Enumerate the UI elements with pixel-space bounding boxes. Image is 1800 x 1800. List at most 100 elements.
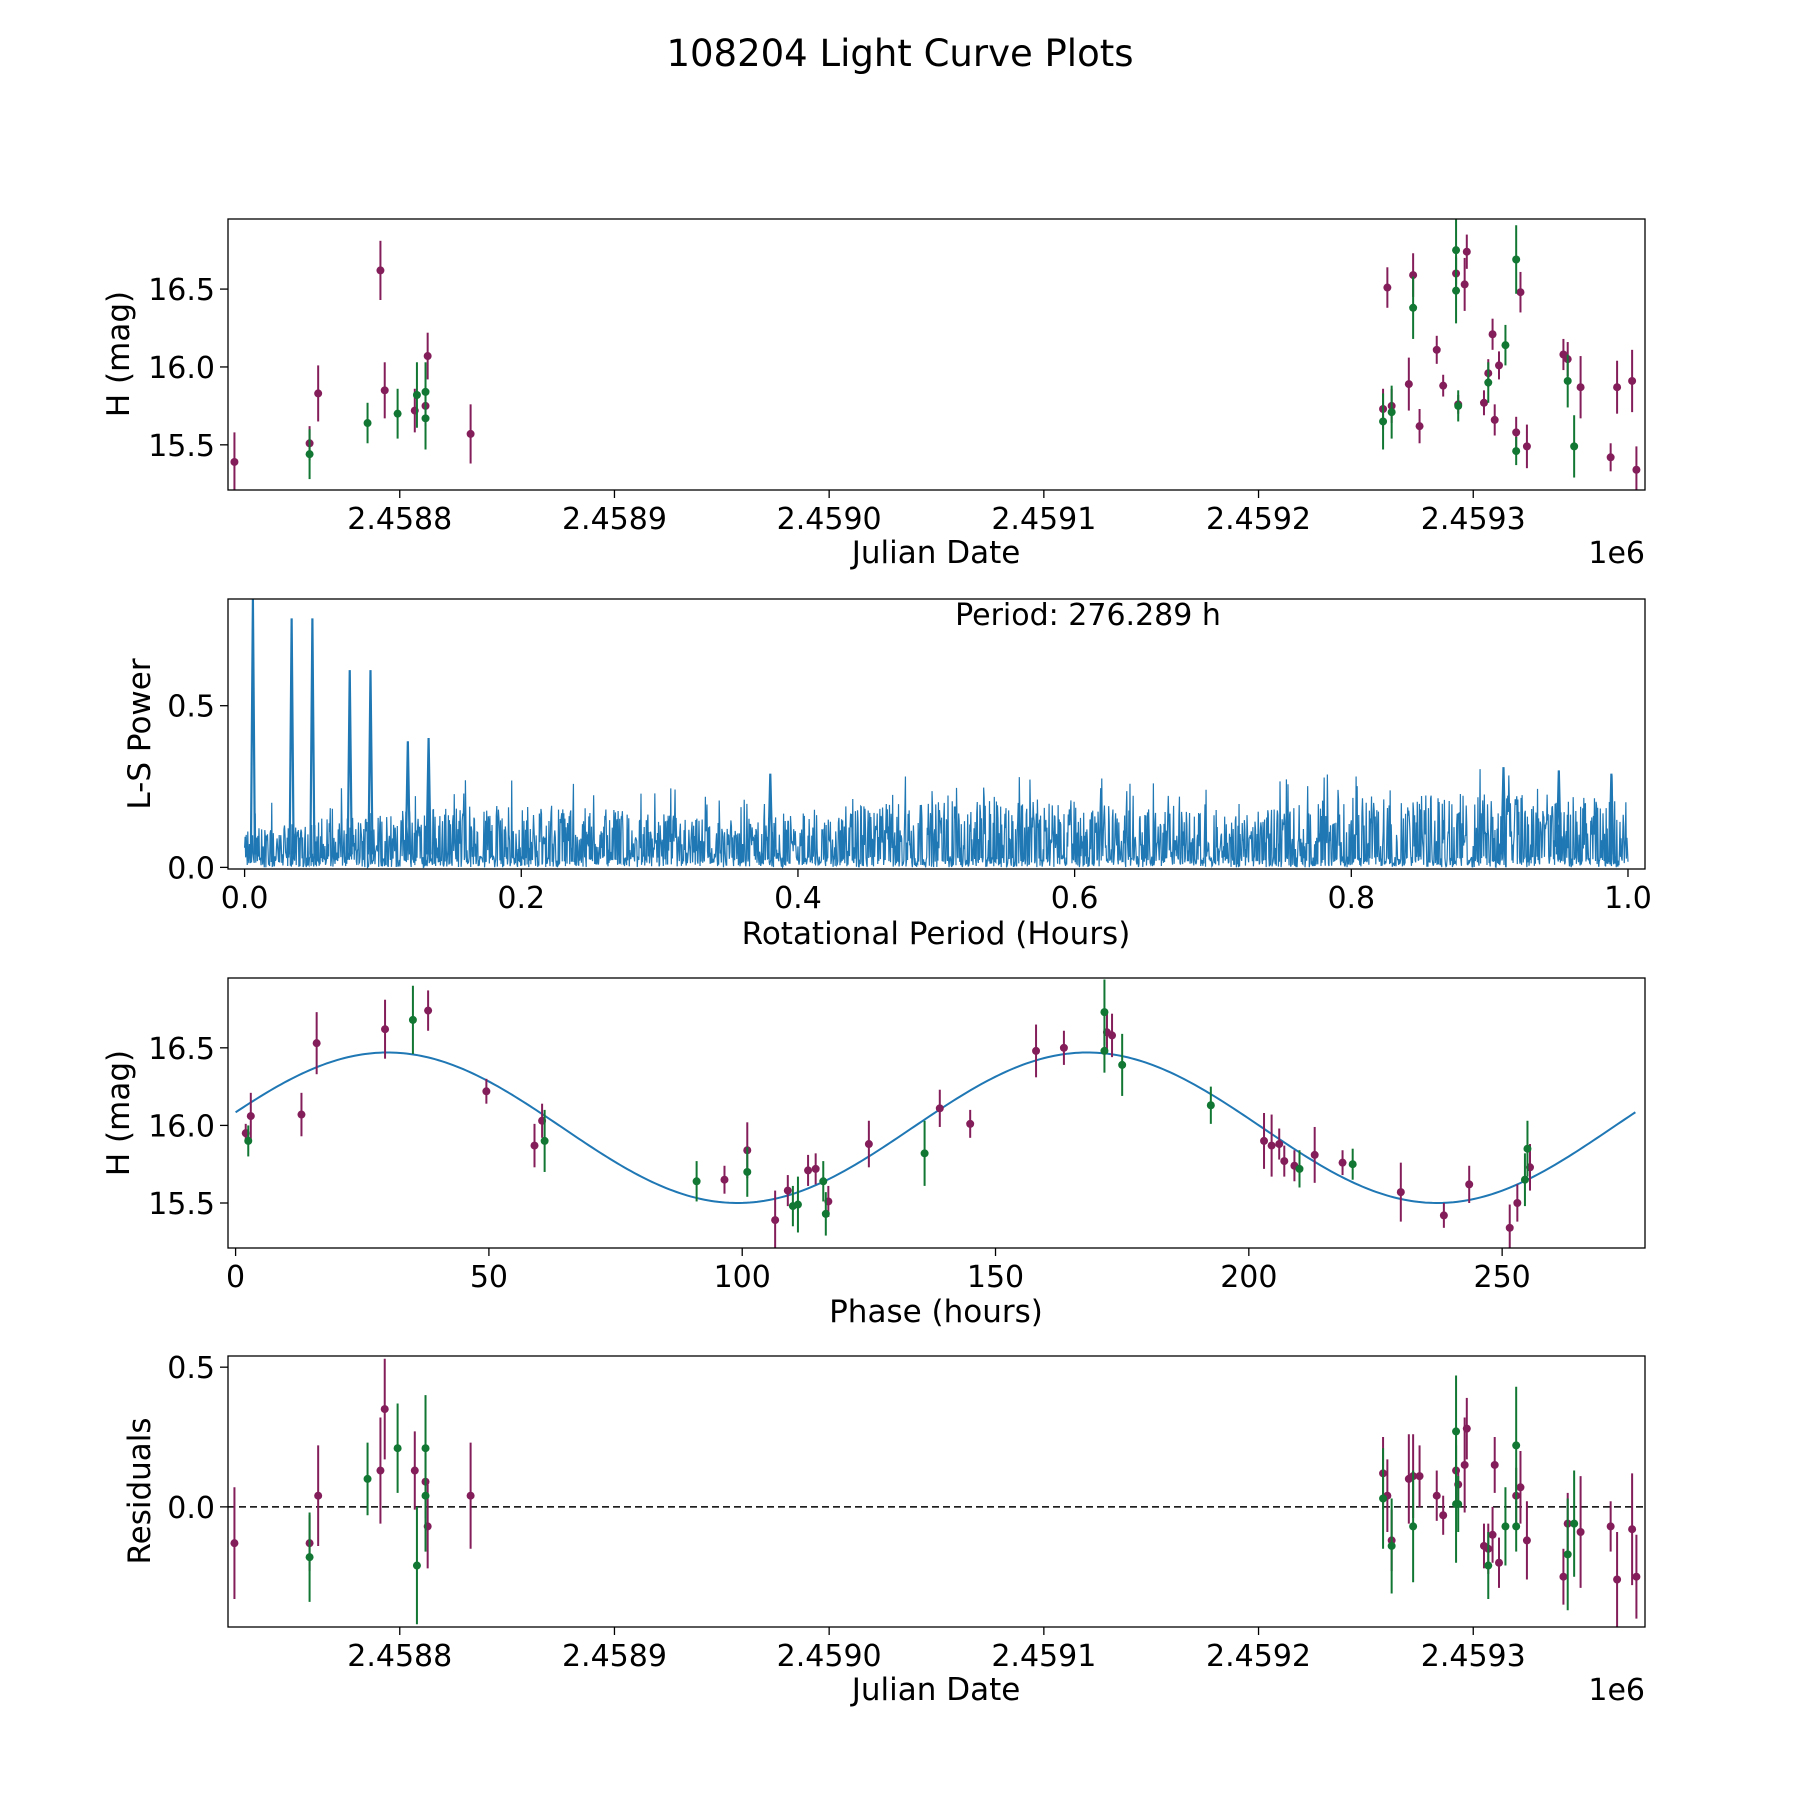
- periodogram-peak: [367, 670, 374, 855]
- phased-point-r: [246, 1112, 255, 1121]
- lightcurve-points-layer: [230, 219, 1641, 490]
- phased-point-g: [1295, 1164, 1304, 1173]
- lightcurve-point-r: [1516, 288, 1525, 297]
- lightcurve-point-g: [1512, 255, 1521, 264]
- periodogram-peak: [404, 741, 411, 855]
- residuals-point-r: [410, 1466, 419, 1475]
- periodogram-xtick-label: 0.0: [221, 881, 269, 916]
- lightcurve-point-g: [421, 387, 430, 396]
- phased-point-r: [424, 1006, 433, 1015]
- phased-point-r: [381, 1025, 390, 1034]
- residuals-point-r: [230, 1539, 239, 1548]
- periodogram-peak: [1555, 770, 1562, 855]
- lightcurve-point-g: [1409, 303, 1418, 312]
- residuals-point-g: [1452, 1427, 1461, 1436]
- residuals-point-r: [1606, 1522, 1615, 1531]
- lightcurve-xtick-label: 2.4588: [347, 502, 452, 537]
- lightcurve-point-g: [1454, 401, 1463, 410]
- lightcurve-xtick-label: 2.4590: [777, 502, 882, 537]
- residuals-point-r: [1516, 1483, 1525, 1492]
- residuals-point-g: [1484, 1561, 1493, 1570]
- phased-point-r: [312, 1039, 321, 1048]
- phased-point-r: [1108, 1031, 1117, 1040]
- lightcurve-point-g: [1570, 442, 1579, 451]
- lightcurve-point-g: [1387, 408, 1396, 417]
- phased-panel: Phase (hours) H (mag) 0 50 100 150 200 250 15.…: [101, 977, 1646, 1330]
- residuals-xtick-label: 2.4593: [1421, 1639, 1526, 1674]
- lightcurve-xtick-label: 2.4592: [1206, 502, 1311, 537]
- phased-point-r: [1280, 1157, 1289, 1166]
- periodogram-peak: [288, 618, 295, 855]
- residuals-offset-label: 1e6: [1588, 1673, 1645, 1708]
- phased-point-r: [783, 1186, 792, 1195]
- phased-point-r: [1059, 1043, 1068, 1052]
- residuals-xtick-label: 2.4589: [562, 1639, 667, 1674]
- phased-point-g: [1520, 1175, 1529, 1184]
- lightcurve-point-g: [393, 409, 402, 418]
- periodogram-xtick-label: 1.0: [1604, 881, 1652, 916]
- lightcurve-point-r: [1628, 376, 1637, 385]
- phased-point-g: [1118, 1060, 1127, 1069]
- phased-point-r: [1465, 1180, 1474, 1189]
- periodogram-layer: [244, 599, 1629, 869]
- phased-point-g: [1100, 1046, 1109, 1055]
- periodogram-peak: [309, 618, 316, 855]
- residuals-point-r: [1462, 1424, 1471, 1433]
- residuals-xtick-label: 2.4591: [991, 1639, 1096, 1674]
- lightcurve-point-r: [1512, 428, 1521, 437]
- phased-ytick-label: 16.0: [148, 1109, 215, 1144]
- residuals-point-r: [1522, 1536, 1531, 1545]
- residuals-point-r: [380, 1405, 389, 1414]
- lightcurve-point-r: [466, 429, 475, 438]
- lightcurve-point-g: [305, 450, 314, 459]
- lightcurve-offset-label: 1e6: [1588, 536, 1645, 571]
- periodogram-ytick-label: 0.5: [167, 690, 215, 725]
- lightcurve-point-r: [1613, 383, 1622, 392]
- phased-point-r: [811, 1164, 820, 1173]
- phased-xtick-label: 100: [714, 1260, 771, 1295]
- residuals-point-r: [1613, 1575, 1622, 1584]
- lightcurve-point-g: [1512, 447, 1521, 456]
- lightcurve-point-r: [1404, 380, 1413, 389]
- phased-point-g: [743, 1167, 752, 1176]
- residuals-point-g: [1563, 1550, 1572, 1559]
- phased-point-r: [966, 1119, 975, 1128]
- periodogram-ytick-label: 0.0: [167, 851, 215, 886]
- phased-point-r: [720, 1175, 729, 1184]
- lightcurve-point-r: [1495, 361, 1504, 370]
- phased-point-r: [1513, 1199, 1522, 1207]
- phased-point-g: [244, 1136, 253, 1145]
- phased-point-g: [819, 1177, 828, 1186]
- residuals-point-r: [1628, 1525, 1637, 1534]
- phased-point-r: [1396, 1188, 1405, 1197]
- residuals-ytick-label: 0.0: [167, 1491, 215, 1526]
- periodogram-peak: [249, 599, 257, 855]
- lightcurve-xtick-label: 2.4593: [1421, 502, 1526, 537]
- lightcurve-point-r: [1432, 345, 1441, 354]
- phased-ytick-label: 16.5: [148, 1032, 215, 1067]
- residuals-xtick-label: 2.4590: [777, 1639, 882, 1674]
- residuals-point-g: [1512, 1441, 1521, 1450]
- phased-xtick-label: 50: [470, 1260, 508, 1295]
- residuals-point-r: [1632, 1572, 1641, 1581]
- residuals-point-g: [1409, 1522, 1418, 1531]
- lightcurve-xtick-label: 2.4591: [991, 502, 1096, 537]
- figure-title: 108204 Light Curve Plots: [666, 32, 1133, 75]
- phased-point-r: [530, 1141, 539, 1150]
- residuals-point-g: [363, 1474, 372, 1483]
- phased-point-r: [1032, 1046, 1041, 1055]
- phased-point-g: [1348, 1160, 1357, 1169]
- periodogram-peak: [425, 738, 432, 855]
- lightcurve-point-r: [1439, 381, 1448, 390]
- lightcurve-point-r: [1490, 415, 1499, 424]
- lightcurve-point-r: [1462, 247, 1471, 256]
- lightcurve-point-r: [1632, 465, 1641, 474]
- lightcurve-point-r: [1576, 383, 1585, 392]
- residuals-xlabel: Julian Date: [850, 1672, 1021, 1708]
- periodogram-frame: [227, 598, 1646, 870]
- phased-frame: [227, 977, 1646, 1249]
- residuals-point-r: [1460, 1460, 1469, 1469]
- phased-point-r: [1505, 1223, 1514, 1232]
- lightcurve-point-g: [363, 419, 372, 428]
- phased-point-g: [920, 1149, 929, 1158]
